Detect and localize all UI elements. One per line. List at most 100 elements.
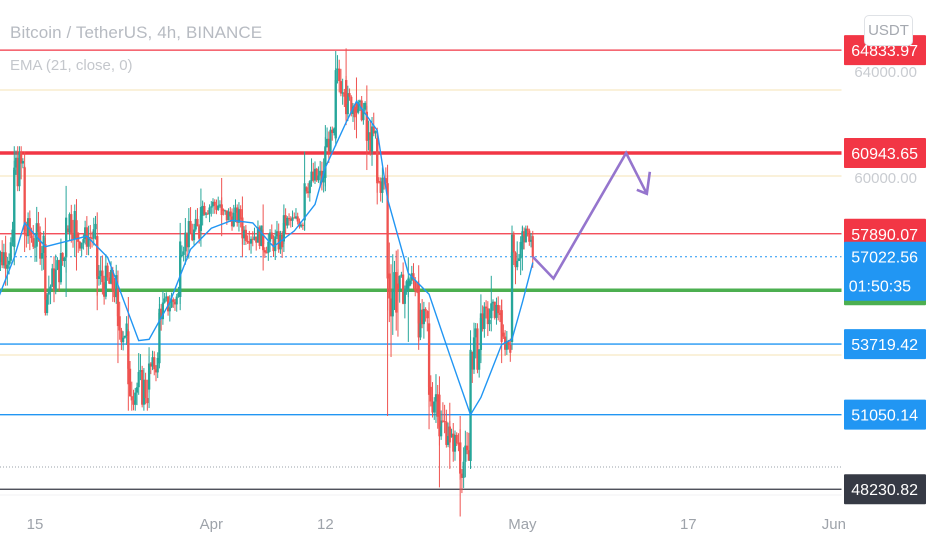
candle-body[interactable] [386, 183, 389, 279]
candle-body[interactable] [147, 371, 151, 390]
candle-body [403, 289, 406, 304]
candle-body [481, 313, 484, 330]
candle-body [434, 394, 438, 402]
candle-body[interactable] [334, 80, 337, 139]
candle-body[interactable] [199, 207, 203, 231]
candle-body[interactable] [23, 167, 26, 231]
candle-body [455, 434, 458, 444]
candle-body[interactable] [376, 138, 379, 184]
candle-body [170, 299, 173, 308]
candle-body [415, 290, 419, 292]
candle-body[interactable] [407, 278, 410, 290]
candle-body [367, 132, 370, 141]
candle-body [353, 106, 356, 118]
ema-line[interactable] [0, 99, 534, 417]
candle-body [154, 369, 158, 373]
candle-body[interactable] [303, 183, 306, 221]
candle-body [305, 187, 308, 192]
candle-body[interactable] [521, 236, 524, 250]
candle-body[interactable] [179, 241, 182, 297]
candle-body [141, 370, 144, 405]
candle-body[interactable] [365, 111, 368, 141]
candle-body [120, 330, 123, 343]
candle-body [445, 421, 448, 445]
candle-body[interactable] [459, 442, 462, 461]
candle-body [187, 221, 190, 248]
candle-body [9, 242, 12, 261]
candle-body [320, 170, 324, 183]
candle-body [6, 264, 9, 269]
candle-body[interactable] [220, 204, 223, 215]
candle-body [263, 250, 266, 253]
candle-body [476, 328, 479, 370]
candle-body [151, 357, 154, 367]
candle-body[interactable] [417, 283, 420, 324]
current-price-label[interactable] [844, 241, 926, 301]
candle-body [275, 231, 279, 237]
projection-arrow[interactable] [531, 150, 648, 281]
candle-body[interactable] [96, 236, 99, 276]
candle-body [173, 301, 177, 305]
candle-body [374, 130, 377, 134]
price-level-label[interactable] [844, 474, 926, 505]
candle-body [341, 92, 344, 94]
candle-body[interactable] [479, 318, 483, 350]
candle-body [502, 332, 505, 337]
candle-body[interactable] [262, 236, 265, 245]
current-price-value: 57022.56 [851, 250, 918, 267]
candle-body[interactable] [75, 220, 78, 239]
candle-body [70, 214, 73, 235]
candle-body [0, 251, 2, 263]
candle-body[interactable] [116, 289, 120, 327]
candle-body [289, 218, 292, 221]
candle-body [222, 209, 225, 211]
candle-body[interactable] [282, 222, 285, 242]
candle-body [331, 129, 334, 134]
x-tick-label: Apr [200, 516, 223, 533]
candle-body [115, 275, 118, 298]
candle-body [87, 237, 90, 247]
candle-body[interactable] [65, 217, 68, 258]
candle-body [217, 205, 220, 210]
candle-body [146, 398, 149, 404]
candle-body [350, 96, 353, 115]
candle-body[interactable] [127, 331, 130, 385]
candle-body [319, 170, 322, 176]
indicator-legend[interactable]: EMA (21, close, 0) [10, 57, 133, 74]
candle-body[interactable] [469, 349, 472, 461]
candle-body [84, 227, 87, 240]
candle-body[interactable] [531, 236, 534, 257]
candle-body[interactable] [355, 103, 358, 110]
candle-body [369, 132, 372, 152]
candle-body [464, 445, 467, 462]
candle-body [58, 260, 61, 283]
candle-body [229, 211, 232, 217]
candle-body[interactable] [438, 394, 441, 427]
candle-body[interactable] [500, 310, 503, 342]
candle-body[interactable] [396, 283, 400, 290]
candle-body[interactable] [510, 252, 514, 342]
price-level-label[interactable] [844, 218, 926, 249]
candle-body [185, 232, 189, 248]
candle-body [189, 221, 192, 234]
candle-body [215, 205, 218, 210]
candle-body [388, 273, 391, 299]
price-level-label[interactable] [844, 329, 926, 360]
candle-body [486, 308, 489, 325]
candle-body[interactable] [490, 310, 493, 319]
candle-body[interactable] [345, 80, 348, 104]
candle-body[interactable] [44, 244, 47, 300]
price-level-label[interactable] [844, 138, 926, 169]
candle-body[interactable] [241, 217, 244, 231]
candle-body[interactable] [448, 426, 451, 443]
candle-body [192, 229, 196, 241]
candle-body[interactable] [324, 146, 327, 178]
price-level-label[interactable] [844, 399, 926, 430]
candle-body[interactable] [158, 312, 161, 364]
currency-button[interactable]: USDT [864, 15, 913, 46]
candle-body [61, 253, 64, 262]
candle-body[interactable] [13, 170, 16, 247]
candle-body[interactable] [427, 323, 431, 395]
